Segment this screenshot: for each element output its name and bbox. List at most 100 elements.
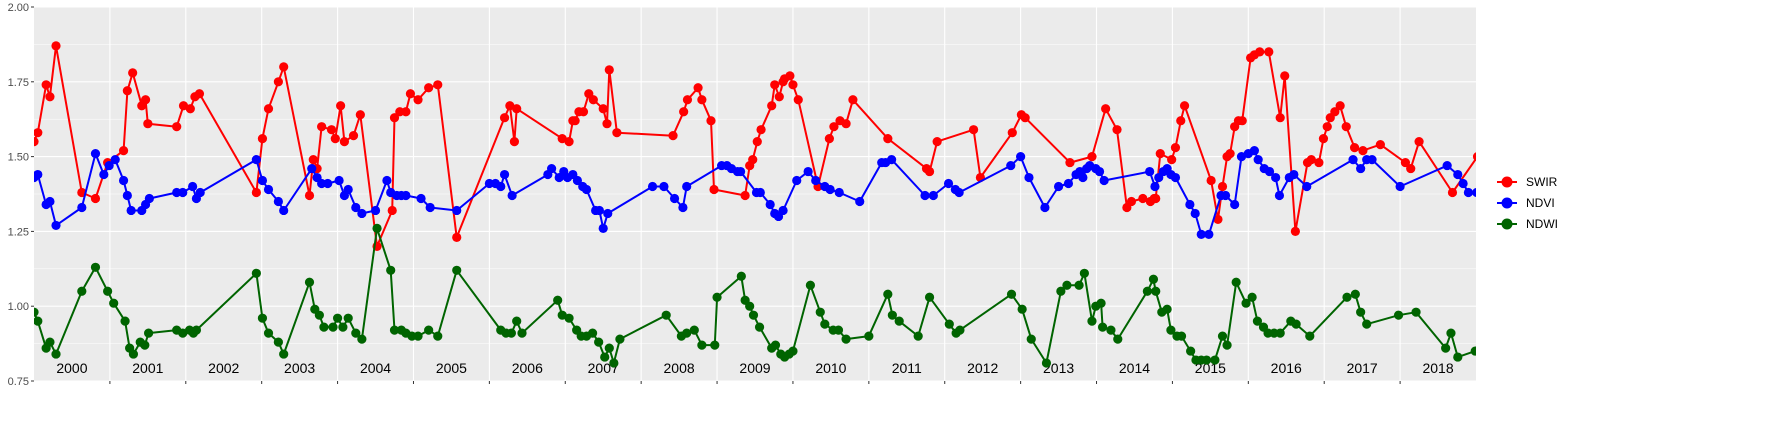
data-point [336, 101, 346, 111]
data-point [1186, 346, 1196, 356]
data-point [1210, 355, 1220, 365]
data-point [512, 104, 522, 114]
data-point [1087, 316, 1097, 326]
data-point [1065, 157, 1075, 168]
data-point [920, 190, 930, 201]
data-point [1237, 116, 1247, 126]
data-point [45, 92, 55, 102]
data-point [598, 104, 608, 114]
data-point [788, 346, 798, 356]
data-point [109, 298, 119, 308]
data-point [1358, 146, 1368, 156]
data-point [1155, 149, 1165, 159]
data-point [1079, 268, 1089, 278]
data-point [887, 154, 897, 165]
data-point [883, 134, 893, 144]
data-point [1150, 181, 1160, 192]
data-point [1493, 305, 1502, 314]
series-swir [34, 41, 1476, 251]
data-point [1463, 187, 1474, 198]
data-point [334, 175, 344, 186]
data-point [77, 202, 87, 213]
data-point [824, 134, 834, 144]
data-point [1113, 334, 1123, 344]
data-point [564, 137, 574, 147]
data-point [144, 193, 154, 204]
series-area [34, 41, 1518, 368]
data-point [1097, 322, 1108, 332]
data-point [343, 184, 353, 195]
data-point [1406, 163, 1416, 174]
data-point [1167, 154, 1177, 165]
data-point [709, 184, 719, 195]
data-point [34, 137, 39, 147]
data-point [304, 277, 315, 287]
data-point [263, 328, 274, 338]
data-point [110, 154, 120, 165]
data-point [34, 169, 43, 180]
data-point [803, 166, 813, 177]
y-axis: 0.75 1.00 1.25 1.50 1.75 2.00 [8, 2, 34, 388]
data-point [587, 328, 598, 338]
data-point [1253, 154, 1263, 165]
data-point [351, 328, 361, 338]
data-point [1275, 113, 1285, 123]
data-point [34, 128, 43, 138]
data-point [1017, 304, 1027, 314]
data-point [452, 232, 462, 242]
legend-key-point [1501, 218, 1513, 230]
data-point [122, 190, 132, 201]
data-point [682, 181, 692, 192]
data-point [1179, 101, 1190, 111]
data-point [1062, 280, 1072, 290]
data-point [564, 313, 574, 323]
data-point [1007, 128, 1017, 138]
data-point [697, 95, 707, 105]
data-point [1190, 208, 1200, 219]
data-point [118, 175, 129, 186]
data-point [659, 181, 669, 192]
data-point [829, 122, 839, 132]
data-point [413, 95, 423, 105]
data-point [572, 175, 583, 186]
data-point [90, 193, 101, 204]
data-point [1148, 274, 1159, 284]
data-point [1063, 178, 1074, 189]
year-label: 2002 [208, 360, 239, 376]
data-point [1225, 149, 1235, 159]
data-point [600, 352, 610, 362]
data-point [317, 122, 327, 132]
data-point [1078, 172, 1088, 183]
data-point [389, 113, 400, 123]
data-point [104, 160, 114, 171]
data-point [1106, 325, 1116, 335]
data-point [41, 80, 51, 90]
data-point [382, 175, 392, 186]
data-point [452, 265, 462, 275]
year-label: 2016 [1271, 360, 1302, 376]
data-point [343, 313, 353, 323]
data-point [348, 131, 359, 141]
data-point [128, 68, 138, 78]
data-point [273, 77, 283, 87]
data-point [1145, 166, 1155, 177]
data-point [77, 286, 87, 296]
data-point [304, 190, 315, 201]
y-tick-label: 0.75 [8, 376, 29, 388]
data-point [609, 358, 619, 368]
data-point [1006, 160, 1016, 171]
data-point [754, 322, 765, 332]
data-point [257, 134, 268, 144]
data-point [745, 301, 755, 311]
year-label: 2014 [1119, 360, 1150, 376]
data-point [188, 181, 198, 192]
data-point [553, 295, 563, 305]
data-point [647, 181, 658, 192]
data-point [815, 307, 825, 317]
data-point [1509, 308, 1518, 317]
data-point [578, 107, 589, 117]
data-point [594, 337, 604, 347]
data-point [1094, 166, 1105, 177]
data-point [1217, 331, 1228, 341]
